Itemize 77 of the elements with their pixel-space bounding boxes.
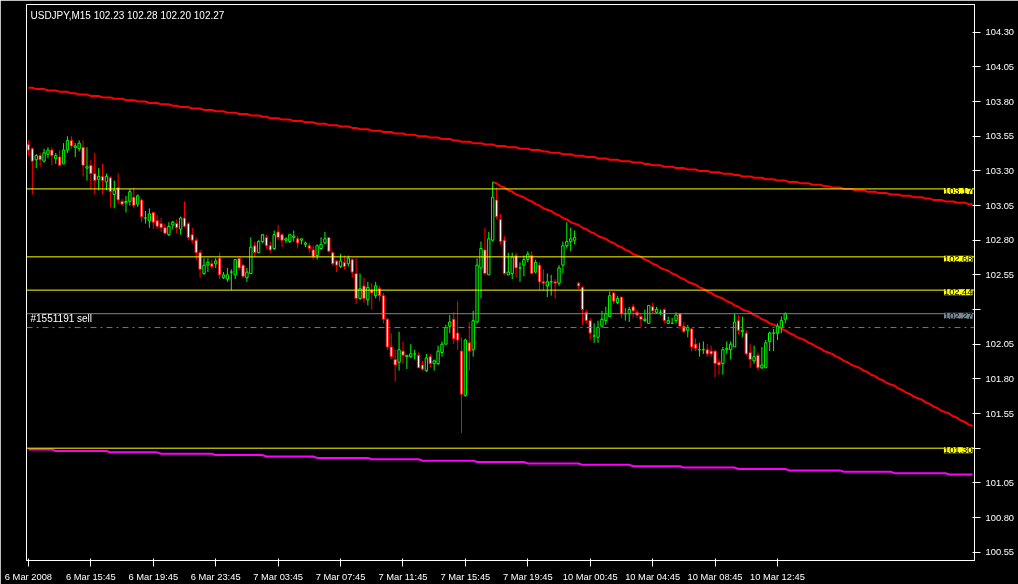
candlestick (362, 277, 366, 304)
x-tick-label: 6 Mar 19:45 (128, 571, 179, 582)
candlestick (752, 345, 756, 365)
candlestick (756, 352, 760, 372)
y-tick-label: 100.55 (985, 547, 1015, 558)
candlestick (455, 300, 460, 351)
y-tick-label: 101.80 (985, 373, 1015, 384)
ref-line-label: 102.44 (943, 287, 973, 298)
line-series (27, 448, 974, 476)
candlestick (514, 252, 518, 279)
candlestick (401, 340, 405, 365)
candlestick (186, 221, 191, 241)
candlestick (81, 139, 85, 177)
x-tick-label: 10 Mar 04:45 (625, 571, 681, 582)
candlestick (272, 230, 276, 251)
y-tick-label: 102.05 (985, 339, 1015, 350)
ref-line-label: 102.27 (943, 310, 973, 321)
y-tick-label: 103.05 (985, 200, 1015, 211)
x-tick-label: 10 Mar 00:45 (562, 571, 618, 582)
x-tick-label: 10 Mar 12:45 (750, 571, 805, 582)
candlestick (85, 146, 89, 182)
candlestick (206, 257, 210, 273)
x-tick-label: 7 Mar 19:45 (502, 571, 553, 582)
candlestick (358, 272, 362, 301)
x-tick-label: 6 Mar 15:45 (65, 571, 116, 582)
candlestick (393, 349, 397, 383)
x-tick-label: 7 Mar 07:45 (315, 571, 366, 582)
x-tick-label: 10 Mar 08:45 (687, 571, 743, 582)
x-tick-label: 7 Mar 15:45 (440, 571, 491, 582)
ref-line-label: 101.30 (943, 445, 973, 456)
candlestick (112, 180, 116, 209)
y-tick-label: 104.05 (985, 61, 1015, 72)
y-tick-label: 102.80 (985, 235, 1015, 246)
candlestick (494, 187, 499, 220)
text: USDJPY,M15 102.23 102.28 102.20 102.27 (30, 9, 225, 21)
candlestick (541, 268, 546, 291)
ref-line-label: 102.68 (943, 253, 973, 264)
line-series (27, 86, 974, 206)
candlestick (760, 346, 764, 370)
candlestick (467, 321, 471, 372)
x-tick-label: 6 Mar 2008 (4, 571, 53, 582)
candlestick (202, 257, 206, 276)
candlestick (510, 252, 514, 280)
candlestick (553, 278, 557, 299)
candlestick (608, 291, 612, 317)
candlestick (284, 236, 288, 244)
candlestick (159, 217, 163, 233)
line-series (491, 180, 974, 428)
candlestick (46, 146, 50, 159)
y-tick-label: 101.05 (985, 477, 1015, 488)
candlestick (143, 210, 148, 225)
candlestick (545, 272, 549, 298)
candlestick (736, 314, 741, 335)
candlestick (569, 227, 573, 252)
candlestick (93, 152, 97, 195)
x-tick-label: 7 Mar 03:45 (253, 571, 304, 582)
y-tick-label: 100.80 (985, 512, 1015, 523)
y-tick-label: 103.80 (985, 96, 1015, 107)
y-tick-label: 101.55 (985, 408, 1015, 419)
candlestick (744, 329, 748, 356)
candlestick (483, 227, 487, 276)
y-tick-label: 104.30 (985, 27, 1015, 38)
candlestick (639, 313, 643, 329)
candlestick (397, 331, 401, 372)
x-tick-label: 6 Mar 23:45 (190, 571, 241, 582)
x-tick-label: 7 Mar 11:45 (378, 571, 428, 582)
y-tick-label: 103.30 (985, 165, 1015, 176)
candlestick (530, 250, 534, 274)
candlestick (631, 303, 635, 319)
candlestick (50, 146, 54, 166)
ref-line-label: 103.17 (943, 185, 973, 196)
candlestick (405, 354, 409, 370)
y-tick-label: 102.55 (985, 269, 1015, 280)
candlestick (506, 252, 510, 276)
y-tick-label: 103.55 (985, 131, 1015, 142)
ref-line-label: #1551191 sell (30, 312, 93, 324)
candlestick (713, 349, 717, 378)
